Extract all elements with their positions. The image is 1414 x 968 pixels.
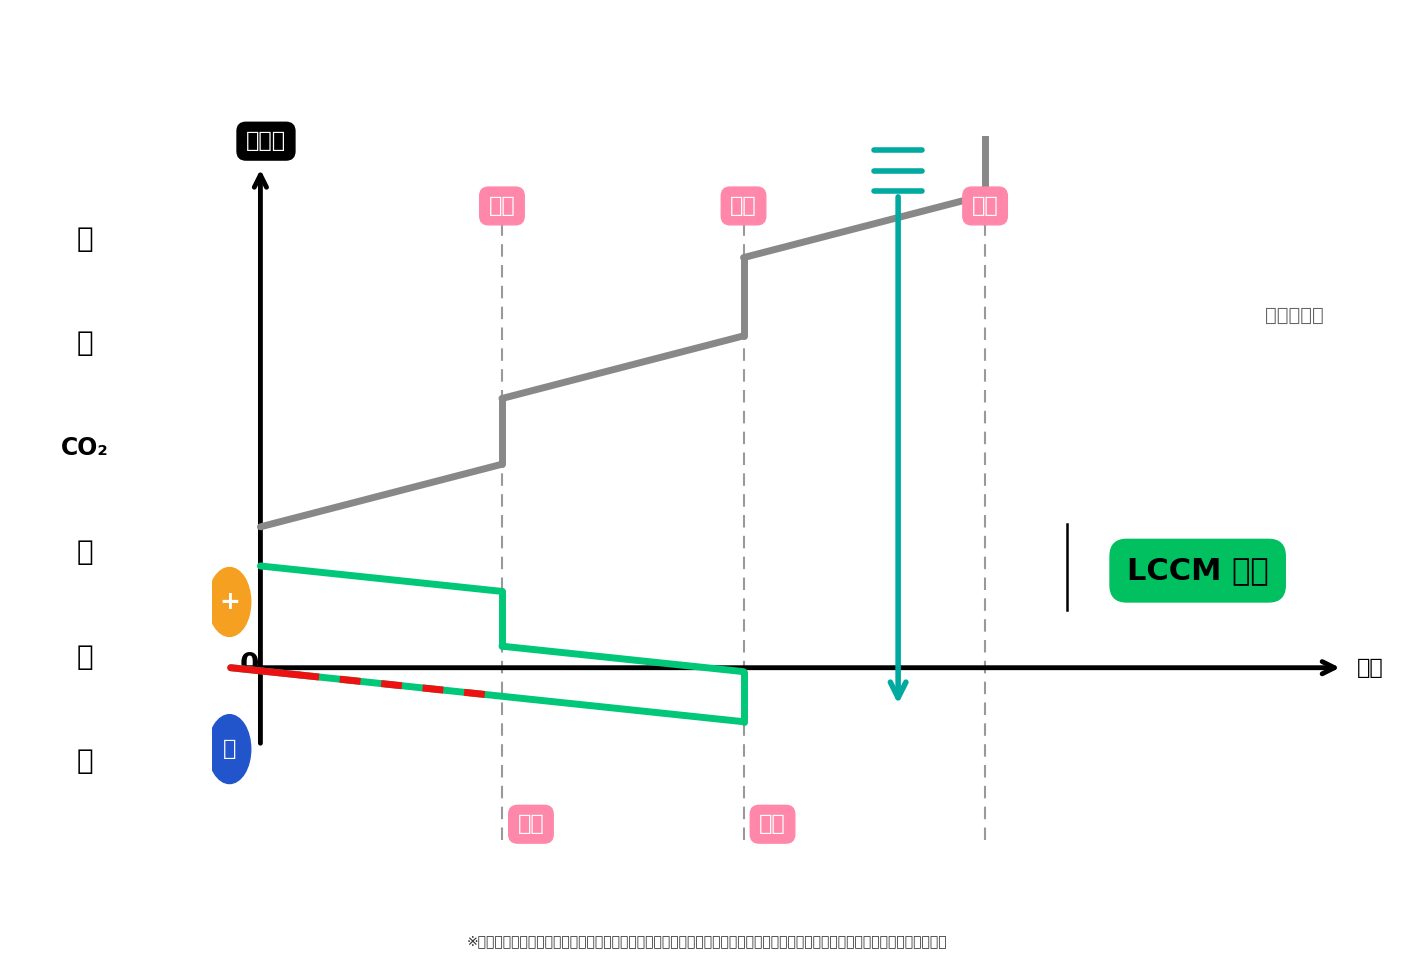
Text: 量: 量 xyxy=(76,747,93,775)
Text: LCCM 住宅: LCCM 住宅 xyxy=(1127,557,1268,586)
Text: ライフサイクル全体を通じた CO₂ 排出量推移のイメージ: ライフサイクル全体を通じた CO₂ 排出量推移のイメージ xyxy=(386,37,1028,75)
Text: 出: 出 xyxy=(76,643,93,671)
Text: 累: 累 xyxy=(76,225,93,253)
Text: CO₂: CO₂ xyxy=(61,436,109,460)
Circle shape xyxy=(208,567,250,636)
Text: 改修: 改修 xyxy=(489,196,515,216)
Text: 改修: 改修 xyxy=(759,814,786,834)
Text: 改修: 改修 xyxy=(518,814,544,834)
Text: 排: 排 xyxy=(76,538,93,566)
Text: 改修: 改修 xyxy=(730,196,756,216)
Text: +: + xyxy=(219,590,240,614)
Text: 積: 積 xyxy=(76,329,93,357)
Text: 建設時: 建設時 xyxy=(246,132,286,151)
Text: 年数: 年数 xyxy=(1357,657,1384,678)
Text: 改修: 改修 xyxy=(971,196,998,216)
Text: －: － xyxy=(223,740,236,759)
Text: ※「第１回　脱炭素社会に向けた住宅・建築物の省エネ対策等のあり方検討会　国土交通省説明資料」より、りそな銀行が作成: ※「第１回 脱炭素社会に向けた住宅・建築物の省エネ対策等のあり方検討会 国土交通… xyxy=(467,935,947,949)
Circle shape xyxy=(208,714,250,783)
Text: 0: 0 xyxy=(239,650,259,679)
Text: 従来の住宅: 従来の住宅 xyxy=(1266,306,1324,325)
